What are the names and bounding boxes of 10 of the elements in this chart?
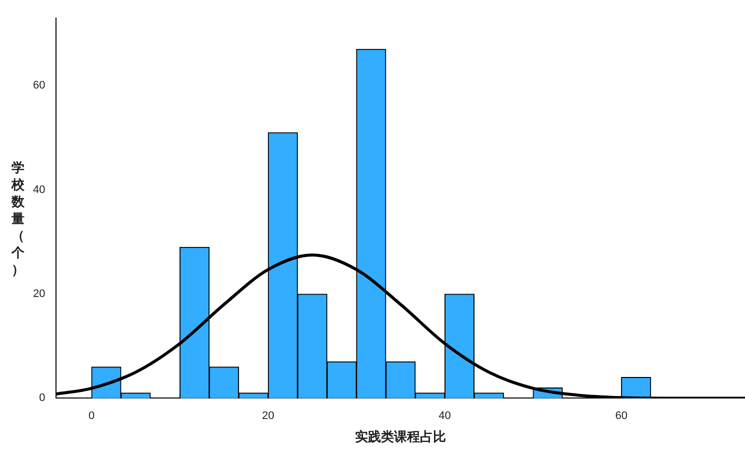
y-tick-label: 20 — [32, 288, 46, 300]
y-axis-title: 学校数量（个） — [10, 160, 26, 279]
x-tick-label: 40 — [438, 410, 451, 422]
x-axis-title: 实践类课程占比 — [355, 428, 446, 444]
x-tick-label: 20 — [262, 410, 274, 422]
y-tick-label: 0 — [39, 392, 46, 404]
x-tick-label: 60 — [615, 410, 628, 422]
x-tick-label: 0 — [88, 410, 95, 422]
y-tick-label: 60 — [32, 80, 46, 92]
y-tick-label: 40 — [32, 184, 46, 196]
